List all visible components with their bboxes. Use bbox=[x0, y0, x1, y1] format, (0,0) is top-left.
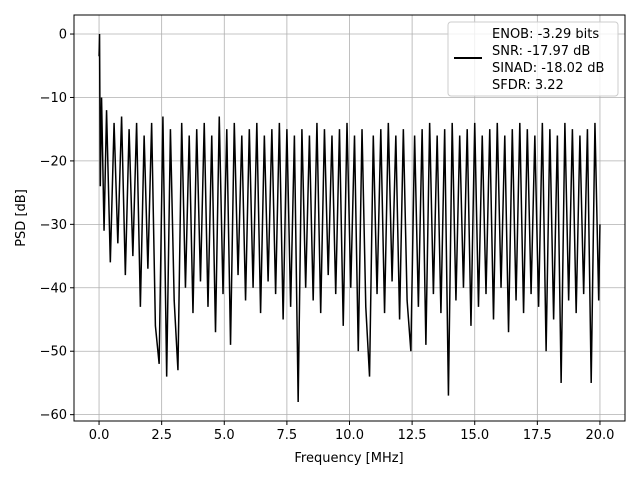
y-tick-label: −50 bbox=[40, 345, 67, 360]
y-tick-label: 0 bbox=[59, 28, 67, 43]
x-tick-label: 12.5 bbox=[398, 428, 427, 443]
y-axis-label: PSD [dB] bbox=[14, 189, 29, 247]
y-tick-label: −40 bbox=[40, 281, 67, 296]
x-tick-label: 0.0 bbox=[89, 428, 110, 443]
y-tick-label: −30 bbox=[40, 218, 67, 233]
legend-entry-sfdr: SFDR: 3.22 bbox=[492, 78, 564, 93]
legend-entry-sinad: SINAD: -18.02 dB bbox=[492, 61, 604, 76]
x-tick-label: 7.5 bbox=[277, 428, 298, 443]
x-tick-label: 10.0 bbox=[335, 428, 364, 443]
psd-series-line bbox=[98, 34, 601, 402]
y-tick-label: −10 bbox=[40, 91, 67, 106]
x-tick-label: 20.0 bbox=[585, 428, 614, 443]
legend: ENOB: -3.29 bits SNR: -17.97 dB SINAD: -… bbox=[447, 21, 619, 97]
x-tick-label: 15.0 bbox=[460, 428, 489, 443]
legend-entry-enob: ENOB: -3.29 bits bbox=[492, 27, 599, 42]
y-tick-label: −60 bbox=[40, 408, 67, 423]
legend-entry-snr: SNR: -17.97 dB bbox=[492, 44, 590, 59]
x-tick-label: 2.5 bbox=[151, 428, 172, 443]
y-tick-label: −20 bbox=[40, 154, 67, 169]
x-axis-label: Frequency [MHz] bbox=[294, 451, 403, 466]
x-tick-label: 17.5 bbox=[523, 428, 552, 443]
x-axis-ticks: 0.0 2.5 5.0 7.5 10.0 12.5 15.0 17.5 20.0 bbox=[89, 421, 614, 443]
legend-box bbox=[447, 21, 619, 97]
y-axis-ticks: 0 −10 −20 −30 −40 −50 −60 bbox=[40, 28, 74, 423]
series-layer bbox=[98, 34, 601, 402]
plot-area bbox=[98, 34, 601, 402]
x-tick-label: 5.0 bbox=[214, 428, 235, 443]
